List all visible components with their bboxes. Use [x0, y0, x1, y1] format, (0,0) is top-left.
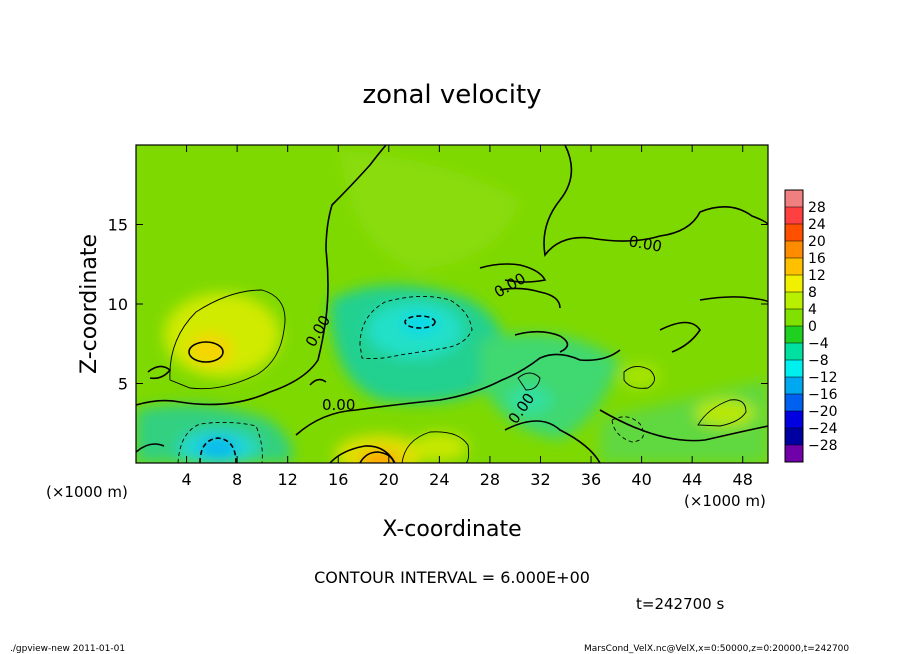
x-tick-label-10: 44	[682, 470, 702, 489]
colorbar-swatch-13	[785, 411, 803, 429]
x-tick-label-6: 28	[480, 470, 500, 489]
colorbar-swatch-15	[785, 445, 803, 463]
zero-contour-main	[136, 145, 387, 406]
chart-title: zonal velocity	[362, 80, 541, 110]
field-max-bottom-2	[412, 433, 468, 461]
colorbar-swatch-8	[785, 326, 803, 344]
pos6-contour-bottom	[401, 431, 470, 463]
y-axis-label: Z-coordinate	[77, 234, 102, 374]
colorbar-swatch-10	[785, 360, 803, 378]
x-tick-label-1: 8	[232, 470, 242, 489]
plot-area: 0.00 0.00 0.00 0.00 0.00	[136, 145, 768, 463]
pos6-contour-right	[623, 366, 655, 389]
colorbar-label-7: 0	[808, 319, 817, 335]
color-field	[136, 150, 768, 463]
field-max-right-lower	[695, 399, 755, 427]
y-tick-label-2: 15	[108, 216, 128, 235]
colorbar-label-11: −16	[808, 387, 838, 403]
x-tick-label-8: 36	[581, 470, 601, 489]
y-axis-ticks: 5 10 15	[108, 216, 768, 394]
x-tick-label-2: 12	[278, 470, 298, 489]
colorbar-label-8: −4	[808, 336, 829, 352]
y-tick-label-0: 5	[118, 375, 128, 394]
contour-label-5: 0.00	[627, 232, 663, 256]
zero-contour-squiggle-a	[479, 263, 547, 283]
colorbar-swatch-12	[785, 394, 803, 412]
neg12-contour-bottom-left	[199, 437, 237, 463]
colorbar-label-6: 4	[808, 302, 817, 318]
footer-left: ./gpview-new 2011-01-01	[10, 644, 125, 654]
footer-right: MarsCond_VelX.nc@VelX,x=0:50000,z=0:2000…	[584, 644, 849, 654]
pos12-contour-left	[188, 341, 224, 363]
zero-contour-upper-right	[543, 145, 768, 257]
field-max-left	[164, 293, 280, 377]
colorbar-label-2: 20	[808, 234, 826, 250]
field-min-mid-core	[402, 315, 438, 333]
colorbar-label-14: −28	[808, 438, 838, 454]
colorbar-swatch-9	[785, 343, 803, 361]
colorbar-label-12: −20	[808, 404, 838, 420]
colorbar-swatch-14	[785, 428, 803, 446]
x-axis-unit-left: (×1000 m)	[46, 483, 128, 501]
colorbar-label-0: 28	[808, 200, 826, 216]
zero-contour-right-upper	[699, 296, 768, 303]
field-min-bottom-left-core	[198, 438, 238, 458]
pos12-contour-bottom	[359, 451, 395, 463]
zero-contour-mid-lower	[504, 420, 601, 463]
x-axis-label: X-coordinate	[382, 517, 521, 542]
colorbar-swatch-1	[785, 207, 803, 225]
colorbar-swatch-11	[785, 377, 803, 395]
colorbar-label-3: 16	[808, 251, 826, 267]
contour-interval-text: CONTOUR INTERVAL = 6.000E+00	[314, 568, 590, 587]
pos6-contour-left	[169, 289, 286, 390]
x-tick-label-0: 4	[181, 470, 191, 489]
y-tick-label-1: 10	[108, 295, 128, 314]
neg6-contour-right	[611, 416, 645, 443]
colorbar-label-9: −8	[808, 353, 829, 369]
colorbar-label-5: 8	[808, 285, 817, 301]
colorbar-swatch-7	[785, 309, 803, 327]
x-tick-label-4: 20	[379, 470, 399, 489]
x-axis-ticks: 4 8 12 16 20 24 28 32 36 40 44 48	[181, 145, 753, 489]
colorbar-label-4: 12	[808, 268, 826, 284]
contours	[136, 145, 768, 463]
x-tick-label-5: 24	[429, 470, 449, 489]
colorbar-swatch-4	[785, 258, 803, 276]
zero-contour-squiggle-d	[659, 321, 701, 353]
neg12-contour-mid	[404, 315, 436, 329]
field-max-left-core	[188, 334, 232, 366]
neg6-contour-mid	[359, 295, 473, 360]
colorbar-swatch-5	[785, 275, 803, 293]
colorbar-swatch-6	[785, 292, 803, 310]
field-min-mid-right	[508, 386, 552, 414]
zero-contour-bottom-left	[136, 443, 165, 453]
pos6-contour-mid	[517, 372, 541, 391]
colorbar-swatch-2	[785, 224, 803, 242]
x-tick-label-9: 40	[631, 470, 651, 489]
colorbar-label-1: 24	[808, 217, 826, 233]
field-zone-green-upper	[340, 150, 520, 270]
x-tick-label-7: 32	[530, 470, 550, 489]
colorbar-label-10: −12	[808, 370, 838, 386]
zero-contour-right	[599, 409, 768, 442]
time-text: t=242700 s	[636, 595, 724, 613]
x-tick-label-3: 16	[328, 470, 348, 489]
x-axis-unit-right: (×1000 m)	[684, 492, 766, 510]
zero-contour-lower	[295, 349, 621, 436]
contour-label-1: 0.00	[322, 396, 355, 414]
colorbar-swatch-3	[785, 241, 803, 259]
zero-contour-squiggle-f	[309, 378, 327, 386]
colorbar-swatch-0	[785, 190, 803, 208]
zero-contour-squiggle-c	[514, 330, 569, 353]
colorbar-label-13: −24	[808, 421, 838, 437]
pos6-contour-right-lower	[697, 399, 747, 427]
x-tick-label-11: 48	[733, 470, 753, 489]
zero-contour-squiggle-b	[499, 287, 561, 309]
